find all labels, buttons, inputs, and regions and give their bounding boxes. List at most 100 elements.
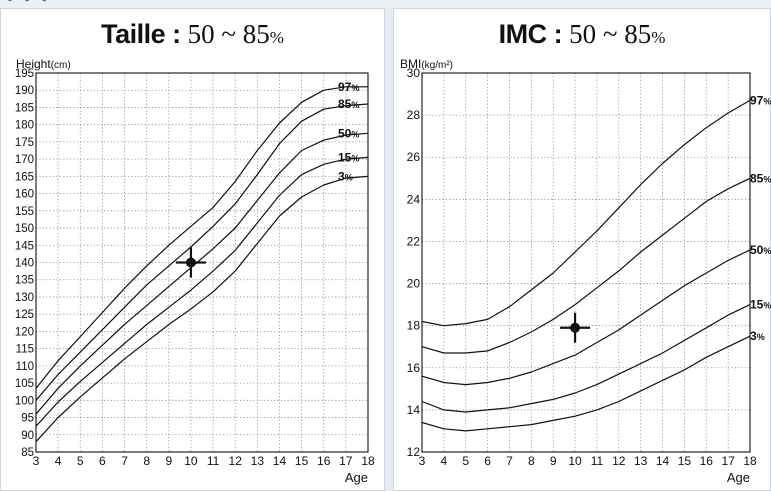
bmi-chart-x-tick-label: 10 [568, 454, 582, 468]
height-chart-series-label-percent: % [351, 129, 359, 139]
height-chart-y-tick-label: 185 [15, 102, 34, 114]
title-colon: : [165, 19, 188, 49]
height-chart-title-name: Taille [101, 19, 166, 49]
bmi-chart-series-line-p50 [421, 249, 751, 386]
height-chart-y-tick-label: 90 [21, 430, 34, 442]
height-chart-plot-frame [35, 72, 369, 453]
height-chart-series-label-value: 85 [338, 97, 352, 111]
height-chart-x-tick-label: 3 [33, 454, 40, 468]
height-chart-series-label-value: 97 [338, 80, 352, 94]
bmi-chart-series-label-value: 15 [750, 298, 764, 312]
height-chart-x-tick-label: 18 [361, 454, 375, 468]
bmi-chart-series-label-percent: % [763, 246, 771, 256]
height-chart-y-tick-label: 145 [15, 240, 34, 252]
height-chart-y-tick-label: 125 [15, 309, 34, 321]
height-chart-title: Taille : 50 ~ 85% [1, 19, 384, 50]
bmi-chart-series-label-p50: 50% [750, 243, 771, 257]
height-chart-series-label-value: 50 [338, 126, 352, 140]
height-chart-series-label-p15: 15% [338, 150, 359, 164]
bmi-chart-plot-frame [421, 72, 751, 453]
height-chart-series-label-value: 3 [338, 169, 345, 183]
bmi-chart-x-tick-label: 9 [550, 454, 557, 468]
height-chart-x-tick-label: 15 [295, 454, 309, 468]
title-colon: : [546, 19, 570, 49]
height-chart-y-tick-label: 135 [15, 275, 34, 287]
height-chart-y-tick-label: 175 [15, 137, 34, 149]
height-chart-title-range: 50 ~ 85 [187, 19, 270, 49]
bmi-chart-y-tick-label: 28 [407, 108, 421, 122]
bmi-chart-y-axis-label: BMI(kg/m²) [400, 57, 453, 71]
height-chart-x-tick-label: 11 [207, 454, 220, 468]
height-chart-y-tick-label: 130 [15, 292, 34, 304]
bmi-chart-x-tick-label: 11 [591, 454, 604, 468]
bmi-chart-x-tick-label: 7 [506, 454, 513, 468]
bmi-chart-series-line-p97 [421, 99, 751, 327]
bmi-chart-x-tick-label: 6 [484, 454, 491, 468]
bmi-chart-x-tick-label: 3 [419, 454, 426, 468]
bmi-chart-x-axis-label: Age [727, 470, 750, 485]
height-chart-y-tick-label: 155 [15, 206, 34, 218]
height-chart-series-label-percent: % [345, 172, 353, 182]
bmi-chart-series-label-percent: % [763, 301, 771, 311]
bmi-chart-y-tick-label: 16 [407, 361, 421, 375]
bmi-chart-panel: IMC : 50 ~ 85% 12 14 16 18 20 22 24 26 28 30 3 4 5 6 7… [393, 8, 771, 491]
bmi-chart-title-name: IMC [498, 19, 548, 49]
height-chart-series-label-p85: 85% [338, 97, 359, 111]
height-chart-y-tick-label: 85 [21, 447, 34, 459]
bmi-chart-y-tick-label: 22 [407, 234, 421, 248]
bmi-chart-series-line-p15 [421, 304, 751, 413]
height-chart-y-tick-label: 95 [21, 413, 34, 425]
height-chart-series-line-p15 [35, 156, 369, 427]
height-chart-series-label-p97: 97% [338, 80, 359, 94]
bmi-chart-y-tick-label: 24 [407, 192, 421, 206]
height-chart-y-tick-label: 190 [15, 85, 34, 97]
height-chart-x-axis-label: Age [345, 470, 368, 485]
panel-divider [385, 8, 393, 491]
height-chart-y-tick-label: 110 [16, 361, 34, 373]
height-chart-y-axis-label: Height(cm) [16, 57, 71, 71]
bmi-chart-marker-point [570, 322, 581, 333]
bmi-chart-x-tick-label: 17 [721, 454, 735, 468]
bmi-chart-x-tick-label: 18 [743, 454, 757, 468]
height-chart-y-tick-label: 115 [16, 344, 34, 356]
bmi-chart-y-axis-label-name: BMI [400, 57, 421, 71]
bmi-chart-x-tick-label: 5 [462, 454, 469, 468]
height-chart-series-label-value: 15 [338, 150, 352, 164]
bmi-chart-x-tick-label: 13 [634, 454, 648, 468]
height-chart-x-tick-label: 9 [165, 454, 172, 468]
height-chart-series-label-percent: % [351, 83, 359, 93]
bmi-chart-series-label-value: 97 [750, 93, 764, 107]
bmi-chart-x-tick-label: 14 [656, 454, 670, 468]
bmi-chart-series-line-p85 [421, 177, 751, 354]
height-chart-y-tick-label: 105 [15, 378, 34, 390]
bmi-chart-x-tick-label: 8 [528, 454, 535, 468]
bmi-chart-series-line-p3 [421, 335, 751, 432]
bmi-chart-series-label-percent: % [763, 174, 771, 184]
bmi-chart-series-label-value: 85 [750, 171, 764, 185]
bmi-chart-y-tick-label: 14 [407, 403, 421, 417]
height-chart-y-tick-label: 120 [15, 326, 34, 338]
height-chart-x-tick-label: 4 [55, 454, 62, 468]
bmi-chart-y-tick-label: 30 [407, 66, 421, 80]
height-chart-y-tick-label: 100 [15, 395, 34, 407]
bmi-chart-series-label-p85: 85% [750, 171, 771, 185]
height-chart-series-line-p50 [35, 132, 369, 415]
height-chart-y-axis-label-unit: (cm) [51, 60, 71, 71]
height-chart-x-tick-label: 5 [77, 454, 84, 468]
header-band: • • • [0, 0, 771, 8]
height-chart-y-tick-label: 165 [15, 171, 34, 183]
header-fragment: • • • [6, 0, 50, 8]
bmi-chart-series-label-value: 50 [750, 243, 764, 257]
height-chart-y-tick-label: 160 [15, 189, 34, 201]
height-chart-y-tick-label: 140 [15, 258, 34, 270]
height-chart-svg: 8590951001051101151201251301351401451501… [15, 57, 375, 485]
height-chart-panel: Taille : 50 ~ 85% 85 90 95 100 105 110 115 120 1… [0, 8, 385, 491]
bmi-chart-series-label-p97: 97% [750, 93, 771, 107]
height-chart-series-line-p97 [35, 86, 368, 389]
height-chart-x-tick-label: 13 [251, 454, 265, 468]
bmi-chart-title-range: 50 ~ 85 [569, 19, 652, 49]
height-chart-series-line-p85 [35, 103, 369, 401]
height-chart-x-tick-label: 10 [184, 454, 198, 468]
height-chart-x-tick-label: 6 [99, 454, 106, 468]
